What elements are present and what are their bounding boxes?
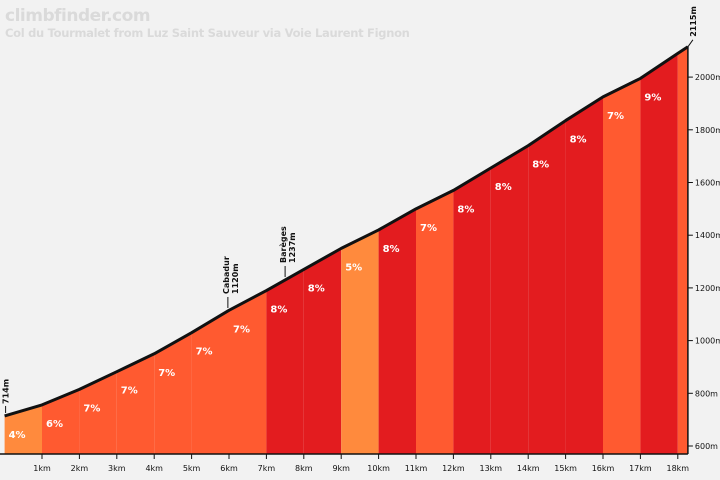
grade-label-6: 7%: [233, 324, 250, 335]
grade-label-7: 8%: [270, 305, 287, 316]
segment-18: [677, 46, 688, 455]
x-tick-label: 18km: [666, 464, 689, 473]
poi-elevation-0: 1120m: [231, 263, 240, 294]
segment-8: [303, 248, 342, 454]
segment-15: [565, 96, 603, 455]
y-tick-label: 800m: [695, 389, 718, 398]
x-tick-label: 14km: [517, 464, 540, 473]
x-tick-label: 7km: [258, 464, 276, 473]
y-tick-label: 1600m: [695, 179, 720, 188]
segment-5: [191, 310, 229, 454]
grade-label-5: 7%: [196, 347, 213, 358]
grade-label-0: 4%: [9, 430, 26, 441]
segment-9: [341, 229, 379, 454]
x-tick-label: 11km: [405, 464, 428, 473]
y-tick-label: 1200m: [695, 284, 720, 293]
poi-name-0: Cabadur: [222, 256, 231, 294]
grade-label-11: 7%: [420, 223, 437, 234]
end-elevation-label: 2115m: [689, 6, 698, 37]
grade-label-10: 8%: [383, 244, 400, 255]
segment-3: [116, 353, 155, 454]
grade-label-4: 7%: [158, 368, 175, 379]
y-tick-label: 2000m: [695, 73, 720, 82]
segment-6: [229, 290, 267, 454]
y-tick-label: 1400m: [695, 231, 720, 240]
segment-12: [453, 168, 491, 454]
grade-label-1: 6%: [46, 419, 63, 430]
segment-17: [640, 53, 678, 454]
grade-label-13: 8%: [495, 182, 512, 193]
grade-label-12: 8%: [457, 204, 474, 215]
x-tick-label: 9km: [332, 464, 350, 473]
y-tick-label: 1000m: [695, 337, 720, 346]
brand-logo-text: climbfinder.com: [5, 6, 151, 26]
x-tick-label: 6km: [220, 464, 238, 473]
grade-label-14: 8%: [532, 160, 549, 171]
x-tick-label: 1km: [33, 464, 51, 473]
poi-elevation-1: 1237m: [288, 232, 297, 263]
x-tick-label: 2km: [71, 464, 89, 473]
x-tick-label: 15km: [554, 464, 577, 473]
x-tick-label: 5km: [183, 464, 201, 473]
segment-16: [603, 78, 641, 454]
start-elevation-label: 714m: [2, 379, 11, 404]
poi-name-1: Barèges: [278, 226, 288, 263]
grade-label-3: 7%: [121, 386, 138, 397]
x-tick-label: 8km: [295, 464, 313, 473]
x-tick-label: 10km: [367, 464, 390, 473]
x-tick-label: 17km: [629, 464, 652, 473]
y-tick-label: 1800m: [695, 126, 720, 135]
segment-11: [416, 190, 454, 454]
segment-0: [4, 404, 43, 454]
x-tick-label: 12km: [442, 464, 465, 473]
profile-line: [4, 45, 689, 418]
segment-14: [528, 120, 566, 454]
grade-label-15: 8%: [570, 135, 587, 146]
x-tick-label: 4km: [145, 464, 163, 473]
grade-label-9: 5%: [345, 262, 362, 273]
y-tick-label: 600m: [695, 442, 718, 451]
x-tick-label: 13km: [479, 464, 502, 473]
x-tick-label: 3km: [108, 464, 126, 473]
chart-title: Col du Tourmalet from Luz Saint Sauveur …: [5, 26, 410, 40]
x-tick-label: 16km: [592, 464, 615, 473]
end-marker: [687, 39, 694, 48]
segment-10: [378, 208, 416, 454]
grade-label-16: 7%: [607, 111, 624, 122]
grade-label-2: 7%: [83, 403, 100, 414]
segment-13: [490, 145, 529, 455]
segment-7: [266, 269, 304, 454]
segment-1: [42, 389, 80, 454]
segment-2: [79, 371, 117, 454]
segment-4: [154, 332, 192, 454]
grade-label-8: 8%: [308, 283, 325, 294]
grade-label-17: 9%: [644, 92, 661, 103]
